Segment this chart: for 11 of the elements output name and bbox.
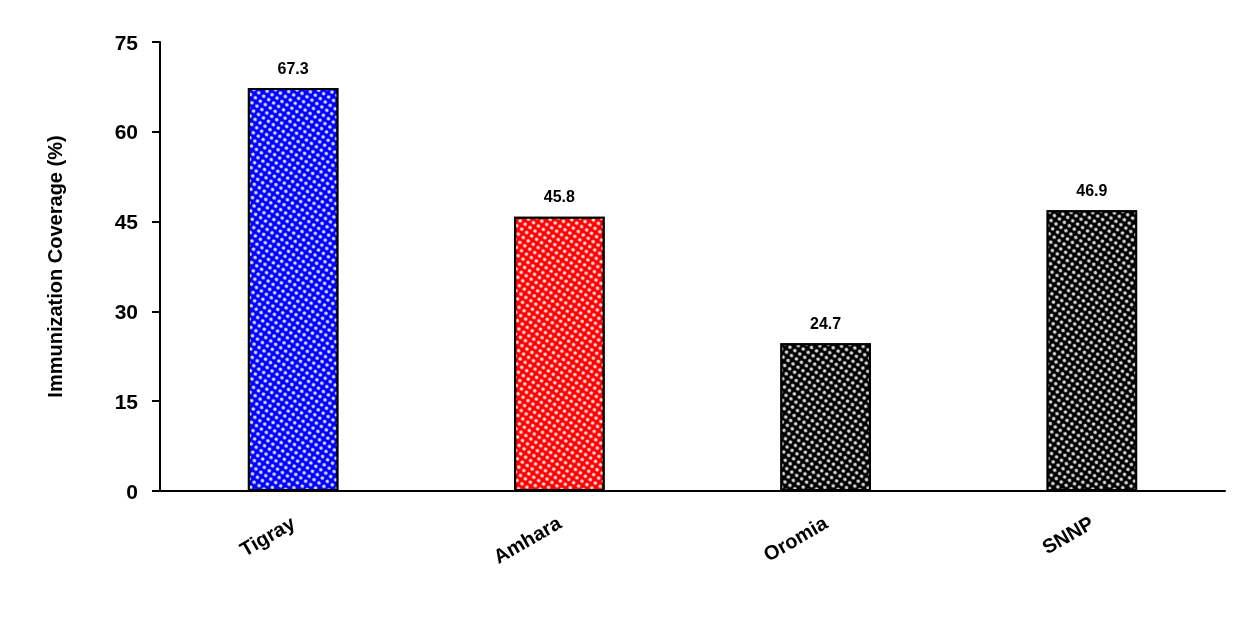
y-axis-title: Immunization Coverage (%) bbox=[44, 135, 66, 398]
y-tick-label: 45 bbox=[114, 210, 139, 234]
data-label: 24.7 bbox=[810, 314, 842, 332]
data-label: 67.3 bbox=[277, 59, 309, 77]
data-label: 45.8 bbox=[543, 188, 576, 206]
y-tick-label: 0 bbox=[126, 479, 138, 503]
y-tick-label: 75 bbox=[114, 30, 139, 54]
y-tick-label: 60 bbox=[114, 120, 138, 144]
data-label: 46.9 bbox=[1076, 181, 1108, 199]
y-tick-label: 30 bbox=[114, 299, 138, 323]
y-tick-label: 15 bbox=[114, 389, 139, 413]
